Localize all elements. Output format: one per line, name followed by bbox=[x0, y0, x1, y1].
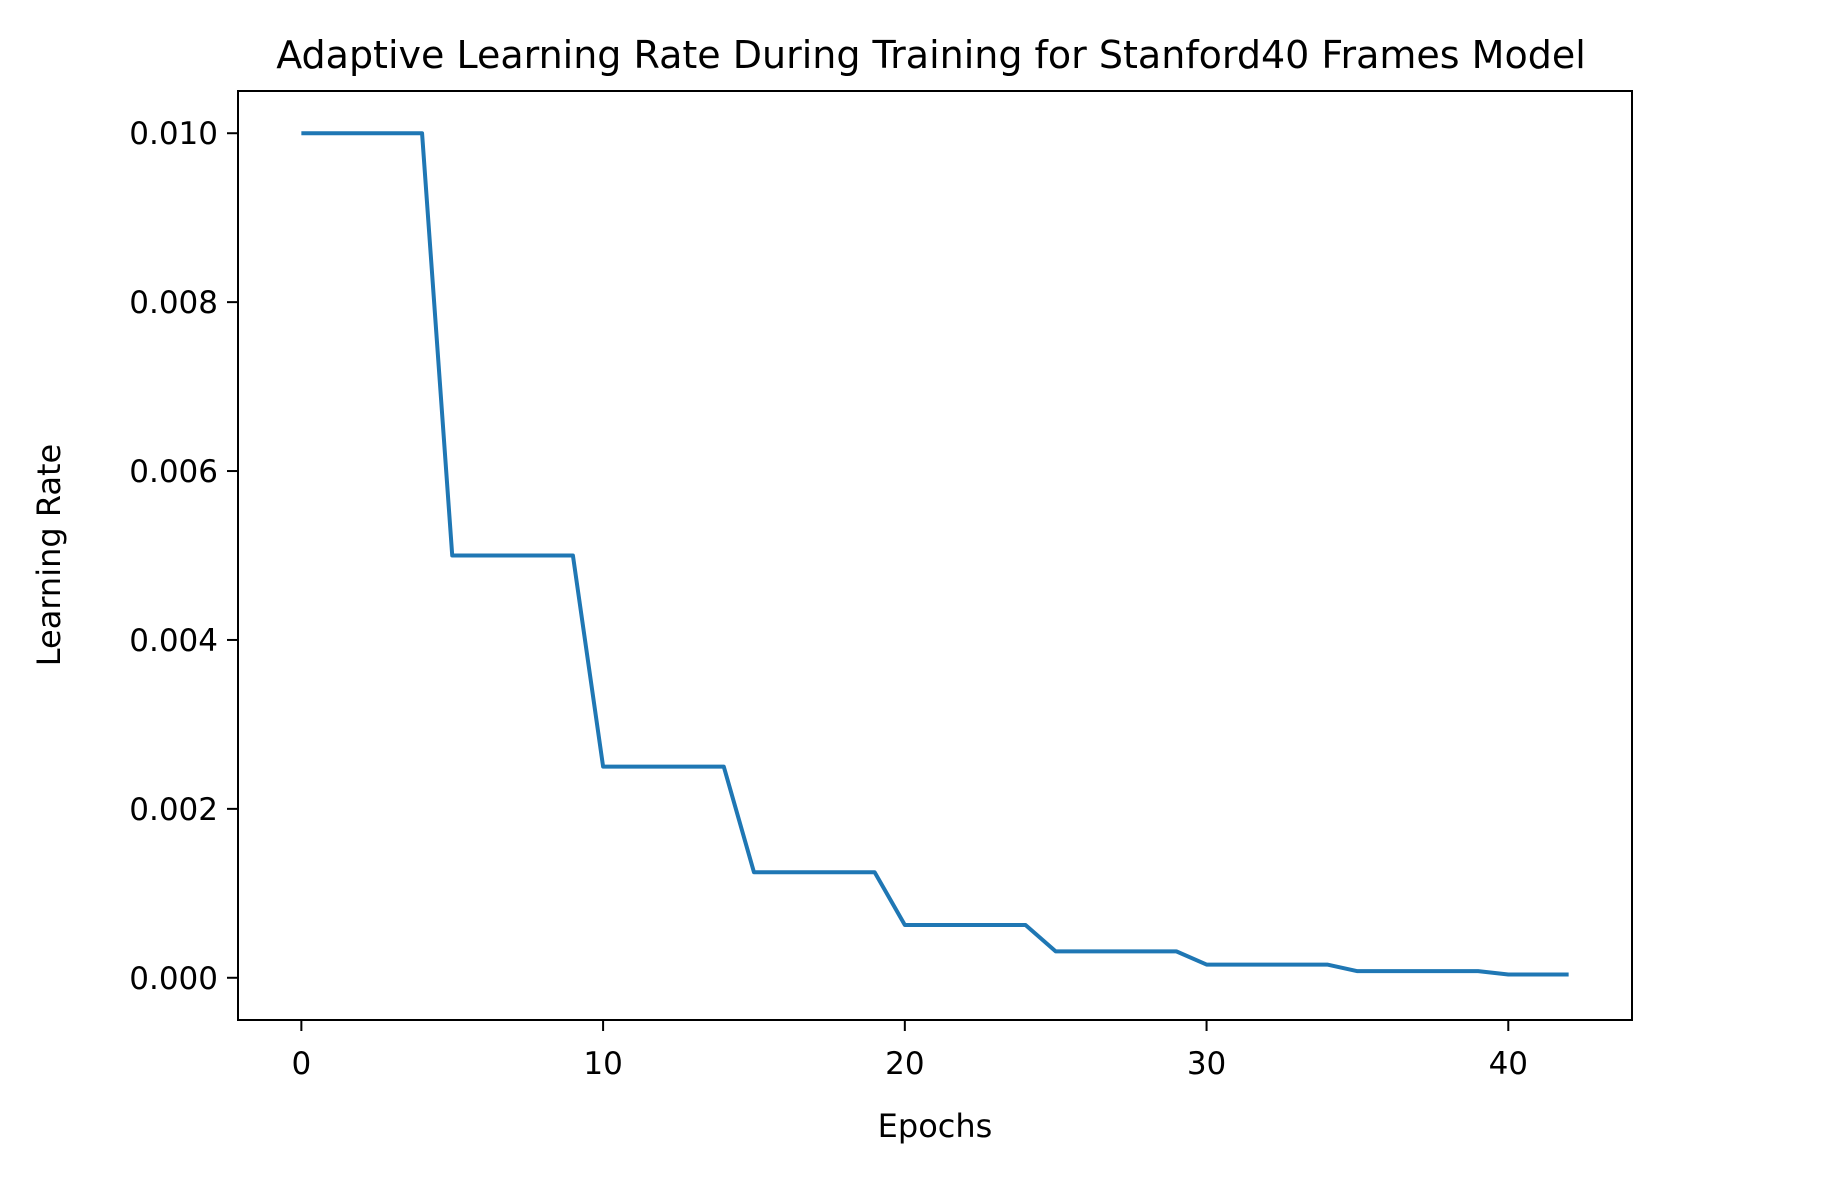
y-axis-label: Learning Rate bbox=[30, 444, 68, 666]
y-tick-label: 0.008 bbox=[129, 285, 218, 321]
x-tick-label: 0 bbox=[291, 1046, 311, 1082]
plot-area-frame bbox=[237, 90, 1633, 1021]
y-tick-label: 0.006 bbox=[129, 454, 218, 490]
y-tick-label: 0.002 bbox=[129, 792, 218, 828]
learning-rate-line bbox=[301, 131, 1569, 977]
chart-title: Adaptive Learning Rate During Training f… bbox=[276, 33, 1586, 77]
x-tick-label: 40 bbox=[1489, 1046, 1528, 1082]
x-tick-label: 20 bbox=[885, 1046, 924, 1082]
x-axis-label: Epochs bbox=[878, 1107, 993, 1145]
x-tick-label: 30 bbox=[1187, 1046, 1226, 1082]
y-tick-label: 0.004 bbox=[129, 623, 218, 659]
x-tick-label: 10 bbox=[583, 1046, 622, 1082]
x-axis-ticks: 0 10 20 30 40 bbox=[291, 1020, 1528, 1082]
y-axis-ticks: 0.000 0.002 0.004 0.006 0.008 0.010 bbox=[129, 116, 238, 997]
y-tick-label: 0.010 bbox=[129, 116, 218, 152]
y-tick-label: 0.000 bbox=[129, 961, 218, 997]
